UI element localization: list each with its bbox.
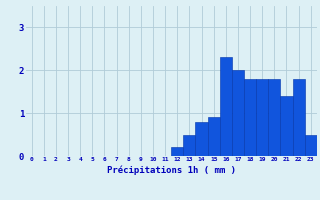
Bar [232,70,244,156]
Bar [196,122,208,156]
Bar [244,79,256,156]
Bar [183,135,196,156]
Bar [292,79,305,156]
Bar [208,117,220,156]
X-axis label: Précipitations 1h ( mm ): Précipitations 1h ( mm ) [107,165,236,175]
Bar [220,57,232,156]
Bar [171,147,183,156]
Bar [280,96,292,156]
Bar [268,79,280,156]
Bar [305,135,317,156]
Bar [256,79,268,156]
